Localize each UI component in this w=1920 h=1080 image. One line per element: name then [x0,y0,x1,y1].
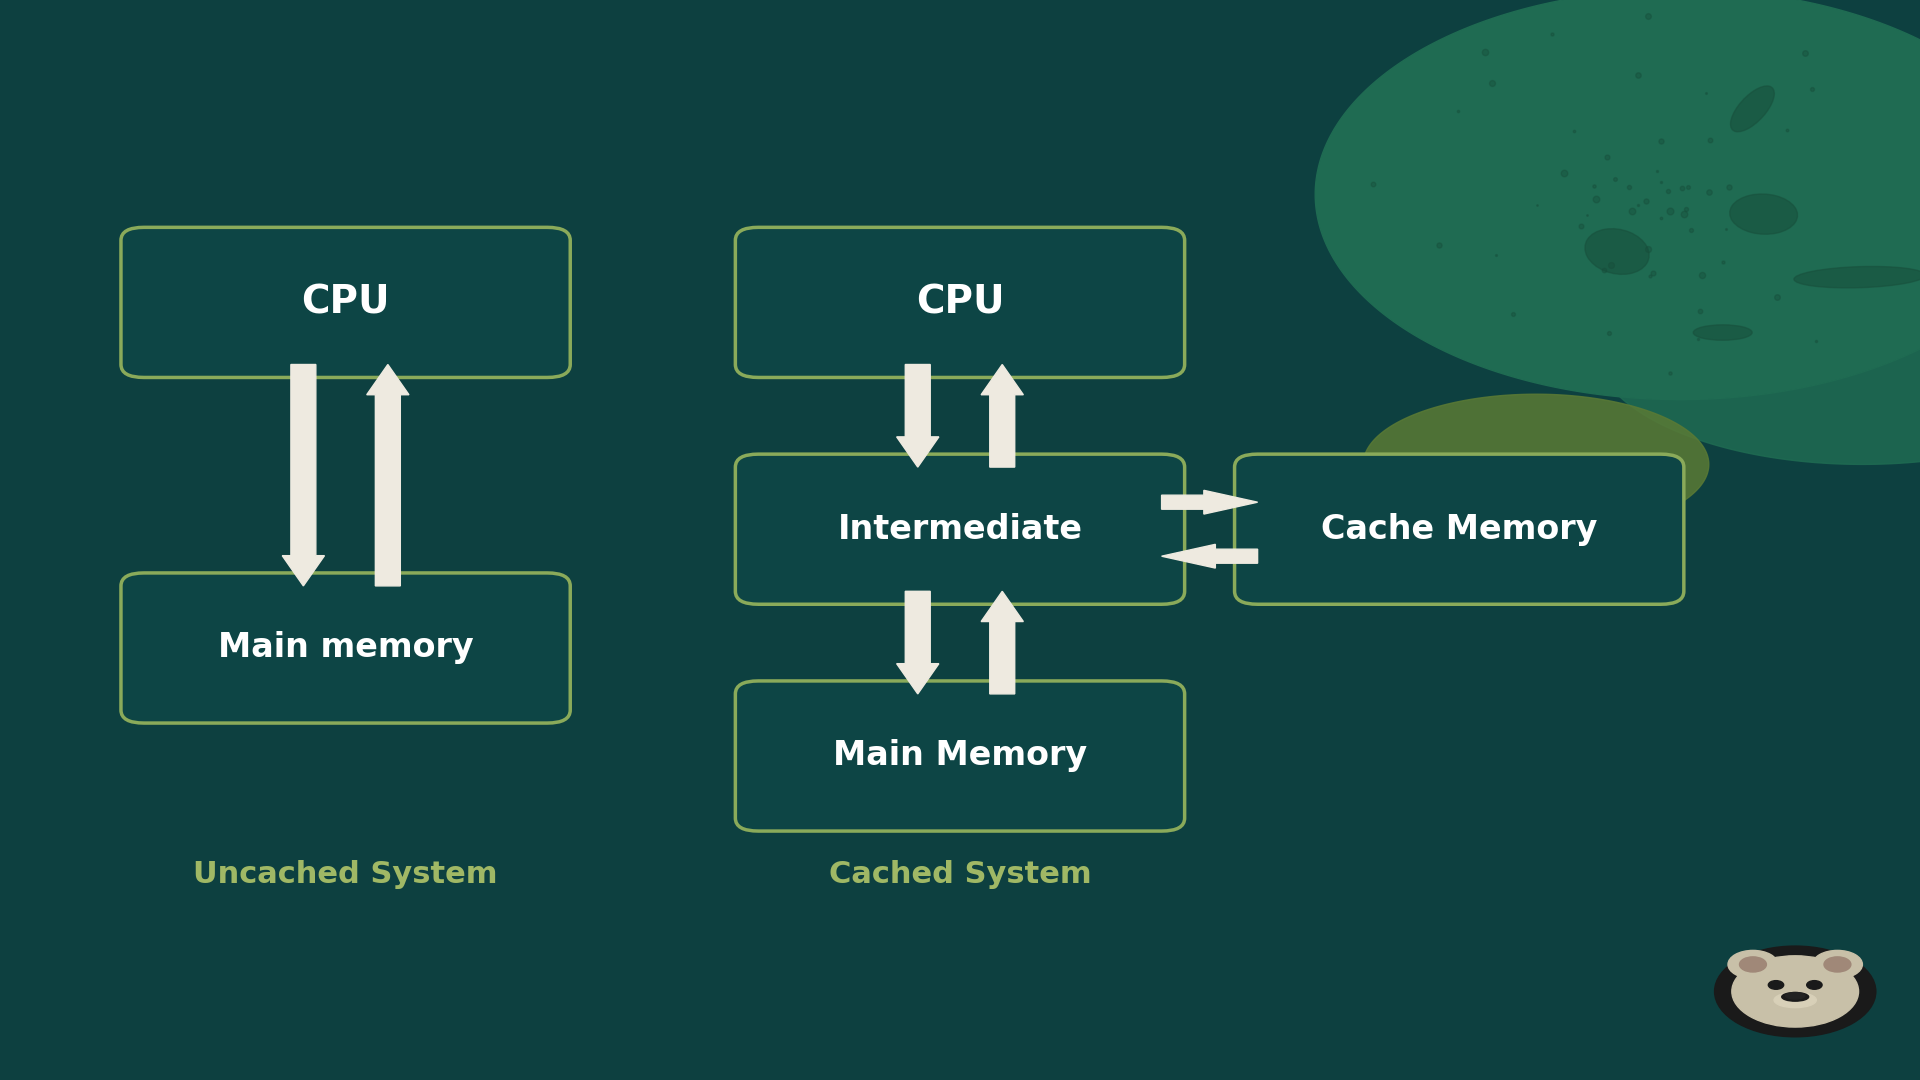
FancyBboxPatch shape [121,228,570,378]
Ellipse shape [1774,993,1816,1008]
Polygon shape [1594,227,1920,464]
Text: Uncached System: Uncached System [194,861,497,889]
Polygon shape [282,365,324,585]
Text: CPU: CPU [301,283,390,322]
Circle shape [1768,981,1784,989]
Polygon shape [1315,0,1920,400]
Ellipse shape [1730,194,1797,234]
Text: Cached System: Cached System [829,861,1091,889]
Text: Main memory: Main memory [217,632,474,664]
Ellipse shape [1730,86,1774,132]
Circle shape [1812,950,1862,978]
Polygon shape [1162,490,1258,514]
Text: Intermediate: Intermediate [837,513,1083,545]
Circle shape [1728,950,1778,978]
Circle shape [1715,946,1876,1037]
Ellipse shape [1693,325,1753,340]
Polygon shape [897,592,939,694]
Text: Cache Memory: Cache Memory [1321,513,1597,545]
Polygon shape [981,592,1023,694]
Text: CPU: CPU [916,283,1004,322]
Circle shape [1740,957,1766,972]
Polygon shape [1363,394,1709,535]
Circle shape [1732,956,1859,1027]
Ellipse shape [1782,993,1809,1001]
Ellipse shape [1793,267,1920,288]
Polygon shape [1162,544,1258,568]
Polygon shape [897,365,939,467]
Ellipse shape [1786,993,1805,999]
Polygon shape [367,365,409,585]
FancyBboxPatch shape [735,681,1185,832]
FancyBboxPatch shape [735,228,1185,378]
Ellipse shape [1584,229,1649,274]
Text: Main Memory: Main Memory [833,740,1087,772]
Circle shape [1824,957,1851,972]
Polygon shape [981,365,1023,467]
FancyBboxPatch shape [735,454,1185,605]
Circle shape [1807,981,1822,989]
FancyBboxPatch shape [121,572,570,724]
FancyBboxPatch shape [1235,454,1684,605]
